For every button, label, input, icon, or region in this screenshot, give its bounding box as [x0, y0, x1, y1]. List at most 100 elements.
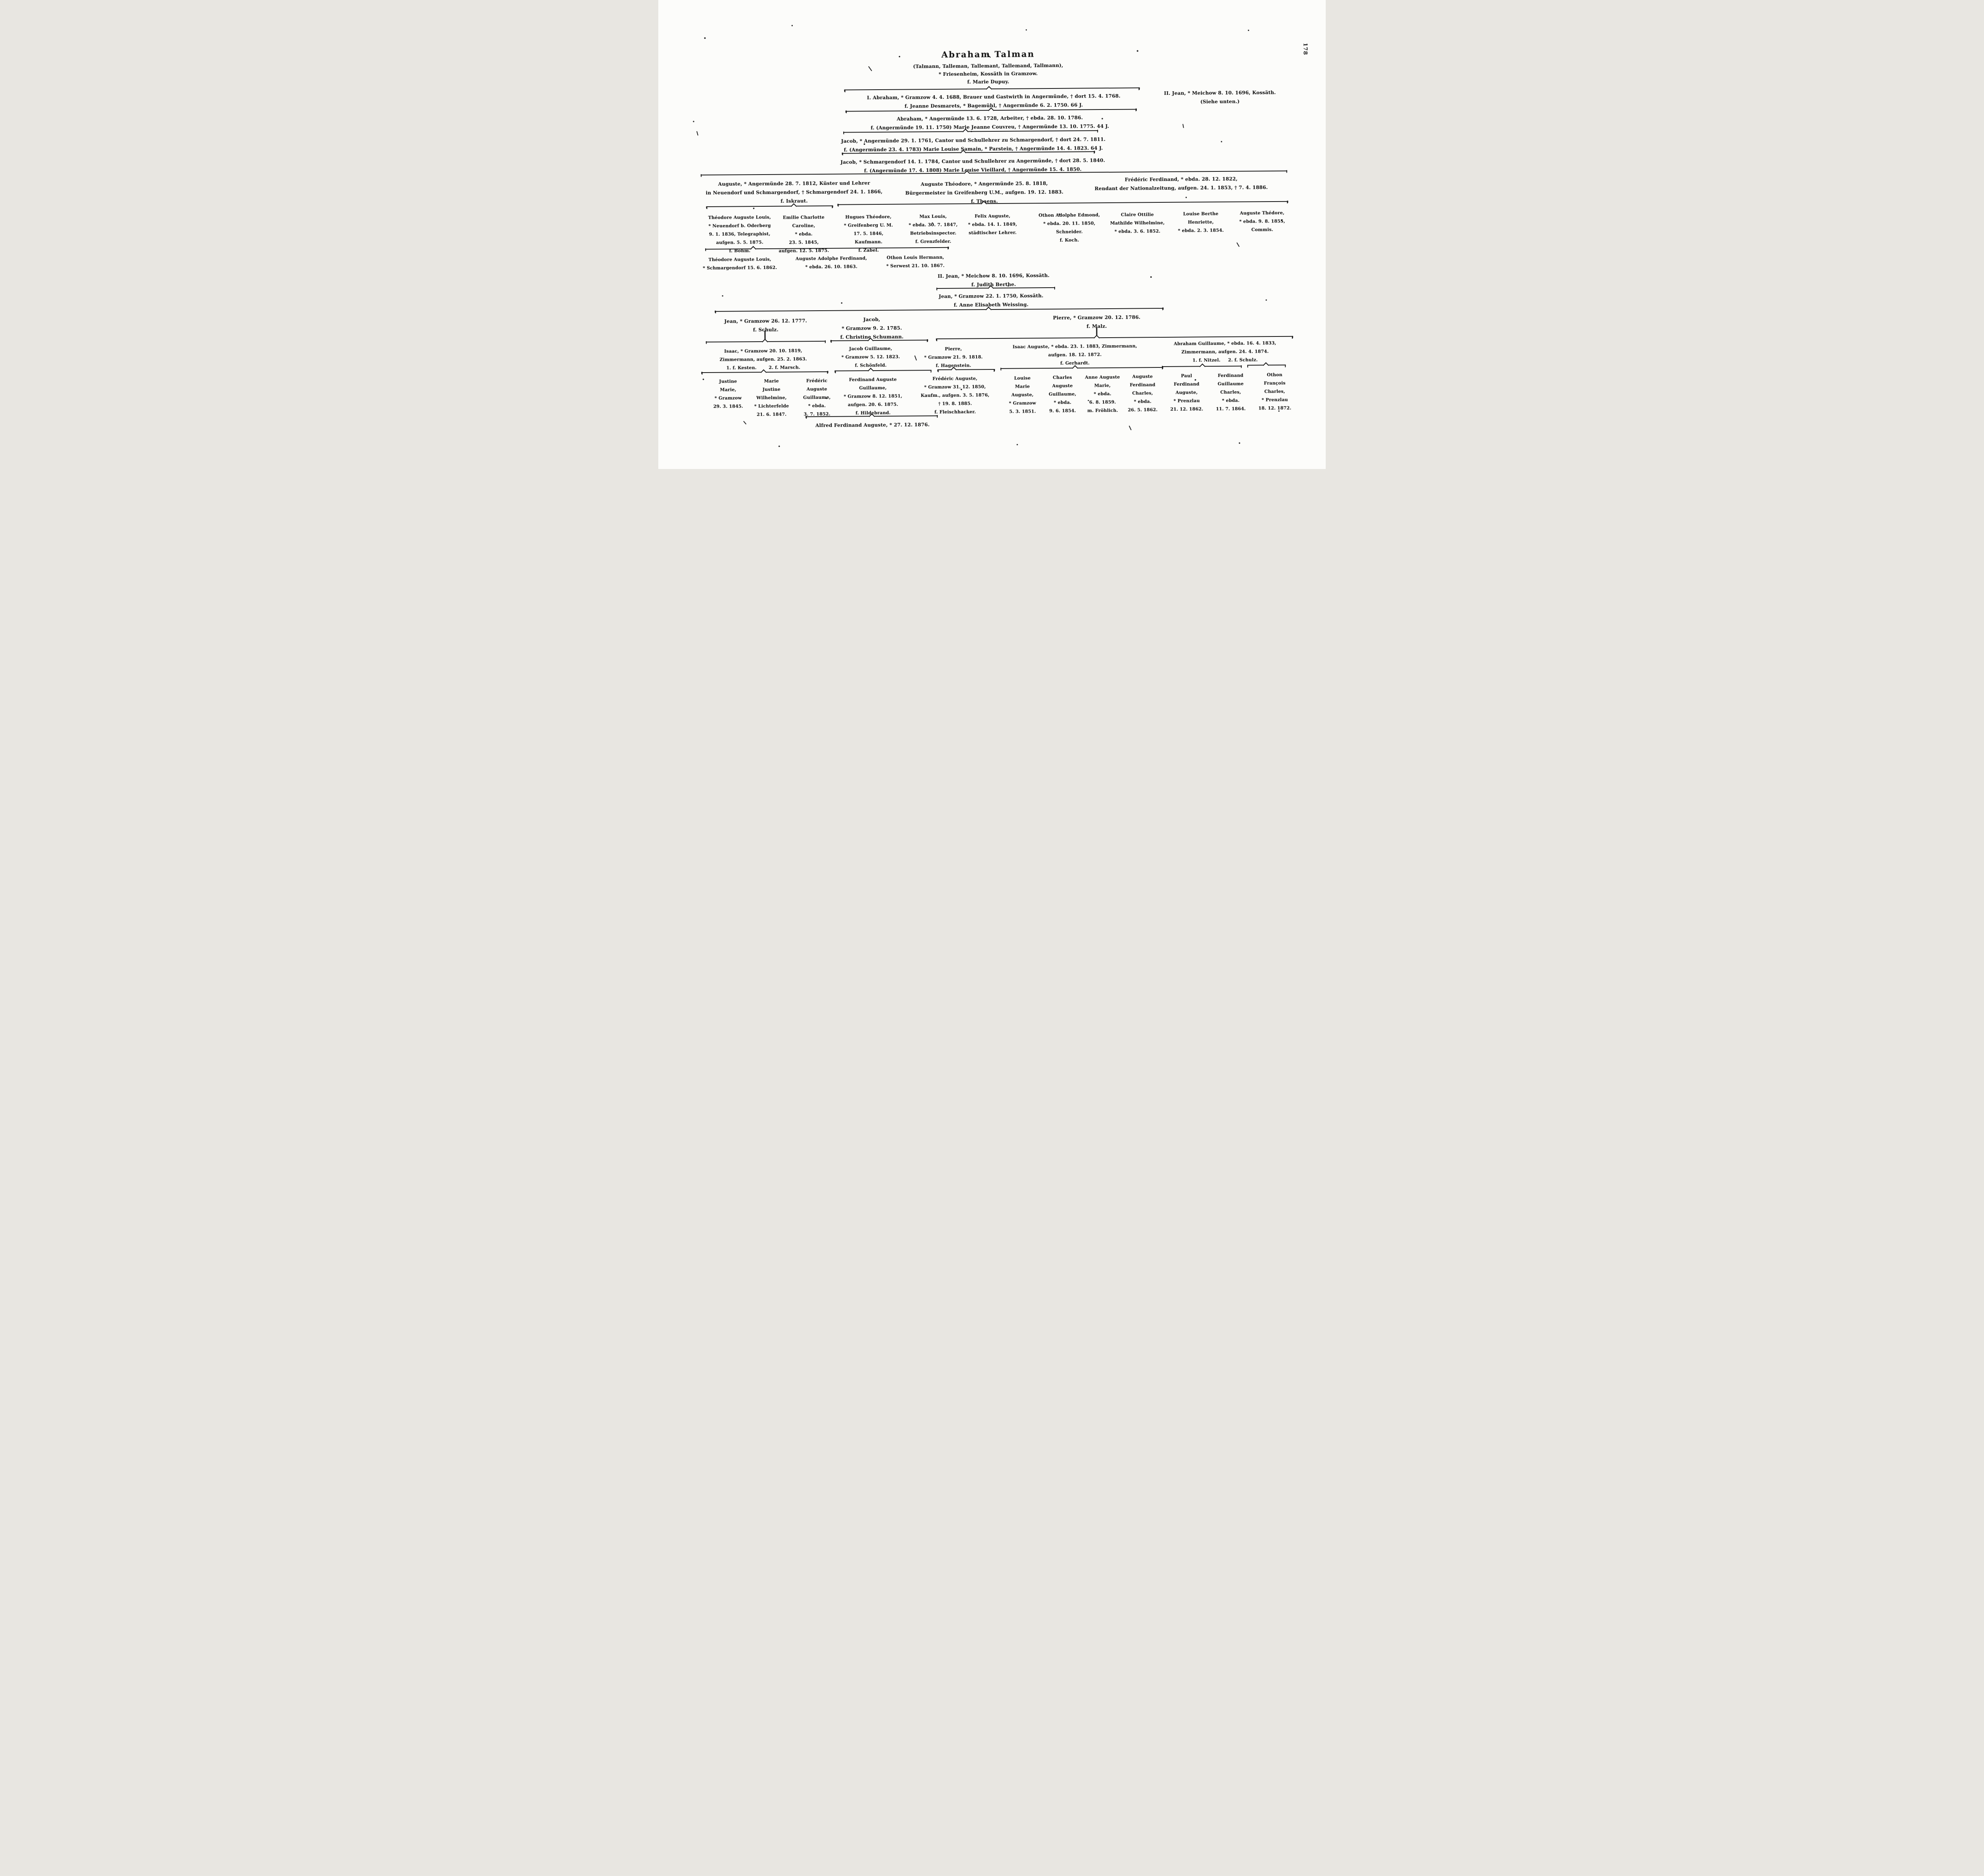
text-line: 21. 12. 1862. — [1170, 406, 1203, 412]
person-ferdinand-guillaume-charles-1864: Ferdinand Guillaume Charles, * ebda. 11. 7. … — [1216, 371, 1246, 413]
text-line: Zimmermann, aufgen. 25. 2. 1863. — [719, 356, 807, 362]
text-line: 11. 7. 1864. — [1216, 406, 1246, 411]
person-auguste-1812: Auguste, * Angermünde 28. 7. 1812, Küste… — [706, 179, 883, 206]
text-line: Pierre, * Gramzow 20. 12. 1786. — [1053, 314, 1141, 321]
text-line: f. Schulz. — [753, 327, 779, 333]
text-line: * ebda. — [1054, 400, 1072, 405]
text-line: Rendant der Nationalzeitung, aufgen. 24.… — [1094, 185, 1268, 192]
text-line: Betriebsinspector. — [910, 230, 957, 236]
person-theodore-auguste-louis-1862: Théodore Auguste Louis, * Schmargendorf 1… — [703, 255, 777, 272]
text-line: Henriette, — [1188, 219, 1214, 225]
text-line: Auguste Théodore, * Angermünde 25. 8. 18… — [921, 180, 1048, 187]
person-louise-berthe-henriette-1854: Louise Berthe Henriette, * ebda. 2. 3. 185… — [1178, 210, 1224, 235]
text-line: * ebda. 3. 6. 1852. — [1114, 229, 1161, 234]
text-line: Jacob, — [863, 316, 880, 323]
text-line: Marie — [764, 378, 779, 384]
person-othon-francois-charles-1872: Othon François Charles, * Prenzlau 18. 12. 1… — [1258, 370, 1292, 412]
person-frederic-ferdinand-1822: Frédéric Ferdinand, * ebda. 28. 12. 1822… — [1094, 175, 1268, 193]
text-line: * ebda. — [1094, 391, 1111, 397]
brace-connector — [701, 369, 828, 376]
scan-noise-mark — [1182, 124, 1184, 128]
person-felix-auguste-1849: Felix Auguste, * ebda. 14. 1. 1849, städti… — [968, 212, 1017, 237]
text-line: Ferdinand — [1130, 382, 1155, 388]
text-line: Emilie Charlotte — [782, 215, 825, 220]
person-abraham-guillaume-1833: Abraham Guillaume, * ebda. 16. 4. 1833, Z… — [1174, 339, 1277, 365]
text-line: Louise Berthe — [1183, 211, 1219, 217]
person-max-louis-1847: Max Louis, * ebda. 30. 7. 1847, Betriebsin… — [909, 212, 958, 246]
text-line: * Prenzlau — [1173, 398, 1200, 404]
page-title: Abraham Talman — [941, 49, 1035, 60]
brace-connector — [1161, 363, 1242, 370]
brace-caret — [986, 86, 992, 92]
text-line: Isaac Auguste, * ebda. 23. 1. 1883, Zimm… — [1012, 343, 1137, 350]
text-line: Paul — [1181, 373, 1192, 379]
scan-noise-mark — [743, 421, 747, 425]
text-line: Jean, * Gramzow 26. 12. 1777. — [724, 318, 807, 325]
text-line: f. Koch. — [1059, 237, 1079, 243]
text-line: * ebda. 30. 7. 1847, — [909, 222, 958, 228]
brace-connector — [806, 413, 938, 420]
text-line: Auguste Thédore, — [1240, 210, 1285, 216]
text-line: Ferdinand — [1217, 373, 1244, 378]
text-line: Marie, — [1094, 383, 1111, 388]
text-line: * ebda. — [795, 231, 813, 237]
person-auguste-thedore-1855: Auguste Thédore, * ebda. 9. 8. 1855, Commi… — [1239, 209, 1285, 234]
text-line: Claire Ottilie — [1121, 212, 1154, 217]
person-frederic-auguste-1850: Frédéric Auguste, * Gramzow 31. 12. 1850,… — [921, 374, 990, 416]
title-spouse-note: f. Marie Dupuy. — [967, 79, 1009, 85]
text-line: Auguste — [1132, 374, 1153, 379]
text-line: aufgen. 5. 5. 1875. — [716, 240, 763, 245]
person-abraham-1688: I. Abraham, * Gramzow 4. 4. 1688, Brauer… — [867, 92, 1121, 111]
text-line: Felix Auguste, — [975, 213, 1011, 219]
person-louise-marie-auguste-1851: Louise Marie Auguste, * Gramzow 5. 3. 1851. — [1009, 374, 1036, 415]
text-line: * Prenzlau — [1261, 397, 1288, 402]
scan-noise-mark — [1236, 242, 1240, 247]
person-jean-1750: Jean, * Gramzow 22. 1. 1750, Kossäth. f. … — [939, 291, 1044, 309]
text-line: Zimmermann, aufgen. 24. 4. 1874. — [1181, 349, 1269, 355]
text-line: städtischer Lehrer. — [969, 230, 1017, 236]
text-line: Charles, — [1264, 388, 1285, 394]
text-line: * ebda. 2. 3. 1854. — [1178, 227, 1224, 233]
text-line: * Gramzow 5. 12. 1823. — [841, 354, 900, 360]
text-line: 23. 5. 1845, — [789, 240, 819, 245]
text-line: Auguste, — [1011, 392, 1034, 398]
person-pierre-1818: Pierre, * Gramzow 21. 9. 1818. f. Hagenste… — [924, 344, 983, 370]
text-line: Justine — [719, 379, 737, 384]
text-line: * ebda. 14. 1. 1849, — [968, 221, 1017, 227]
person-auguste-adolphe-ferdinand-1863: Auguste Adolphe Ferdinand, * ebda. 26. 10… — [796, 254, 867, 271]
text-line: Théodore Auguste Louis, — [708, 214, 771, 221]
text-line: * Neuendorf b. Oderberg — [708, 223, 771, 229]
text-line: Charles, — [1132, 390, 1153, 396]
text-line: * Gramzow 31. 12. 1850, — [924, 384, 986, 390]
text-line: Hugues Théodore, — [845, 214, 892, 220]
text-line: Charles — [1053, 375, 1072, 380]
text-line: Commis. — [1251, 227, 1273, 233]
person-ferdinand-auguste-guillaume-1851: Ferdinand Auguste Guillaume, * Gramzow 8. … — [844, 375, 902, 417]
text-line: II. Jean, * Meichow 8. 10. 1696, Kossäth… — [1164, 89, 1276, 96]
scan-noise-mark — [696, 131, 698, 136]
scan-noise-mark — [868, 66, 872, 71]
text-line: Othon Louis Hermann, — [886, 254, 944, 260]
text-line: * ebda. — [808, 403, 826, 408]
text-line: Marie — [1015, 384, 1030, 389]
text-line: Caroline, — [792, 223, 815, 229]
text-line: Auguste — [806, 386, 827, 392]
text-line: Marie, — [720, 387, 736, 392]
scan-noise-mark — [1129, 425, 1132, 431]
text-line: * Serwest 21. 10. 1867. — [886, 263, 945, 269]
brace-connector — [1247, 362, 1286, 369]
text-line: 26. 5. 1862. — [1128, 407, 1158, 413]
person-frederic-auguste-guillaume-1852: Frédéric Auguste Guillaume, * ebda. 3. 7. 18… — [803, 376, 831, 418]
text-line: * ebda. 20. 11. 1850, — [1043, 221, 1096, 227]
person-isaac-1819: Isaac, * Gramzow 20. 10. 1819, Zimmermann… — [719, 346, 807, 372]
text-line: * Greifenberg U. M. — [844, 222, 893, 228]
text-line: 21. 6. 1847. — [757, 411, 787, 417]
text-line: 9. 1. 1836, Telegraphist, — [709, 231, 771, 237]
brace-connector — [1000, 365, 1163, 372]
text-line: Max Louis, — [919, 214, 947, 219]
person-charles-auguste-guillaume-1854: Charles Auguste Guillaume, * ebda. 9. 6. 185… — [1049, 373, 1077, 415]
brace-caret — [1093, 335, 1100, 341]
text-line: aufgen. 18. 12. 1872. — [1048, 352, 1102, 358]
text-line: Auguste Adolphe Ferdinand, — [795, 256, 867, 261]
text-line: Jean, * Gramzow 22. 1. 1750, Kossäth. — [938, 293, 1044, 300]
